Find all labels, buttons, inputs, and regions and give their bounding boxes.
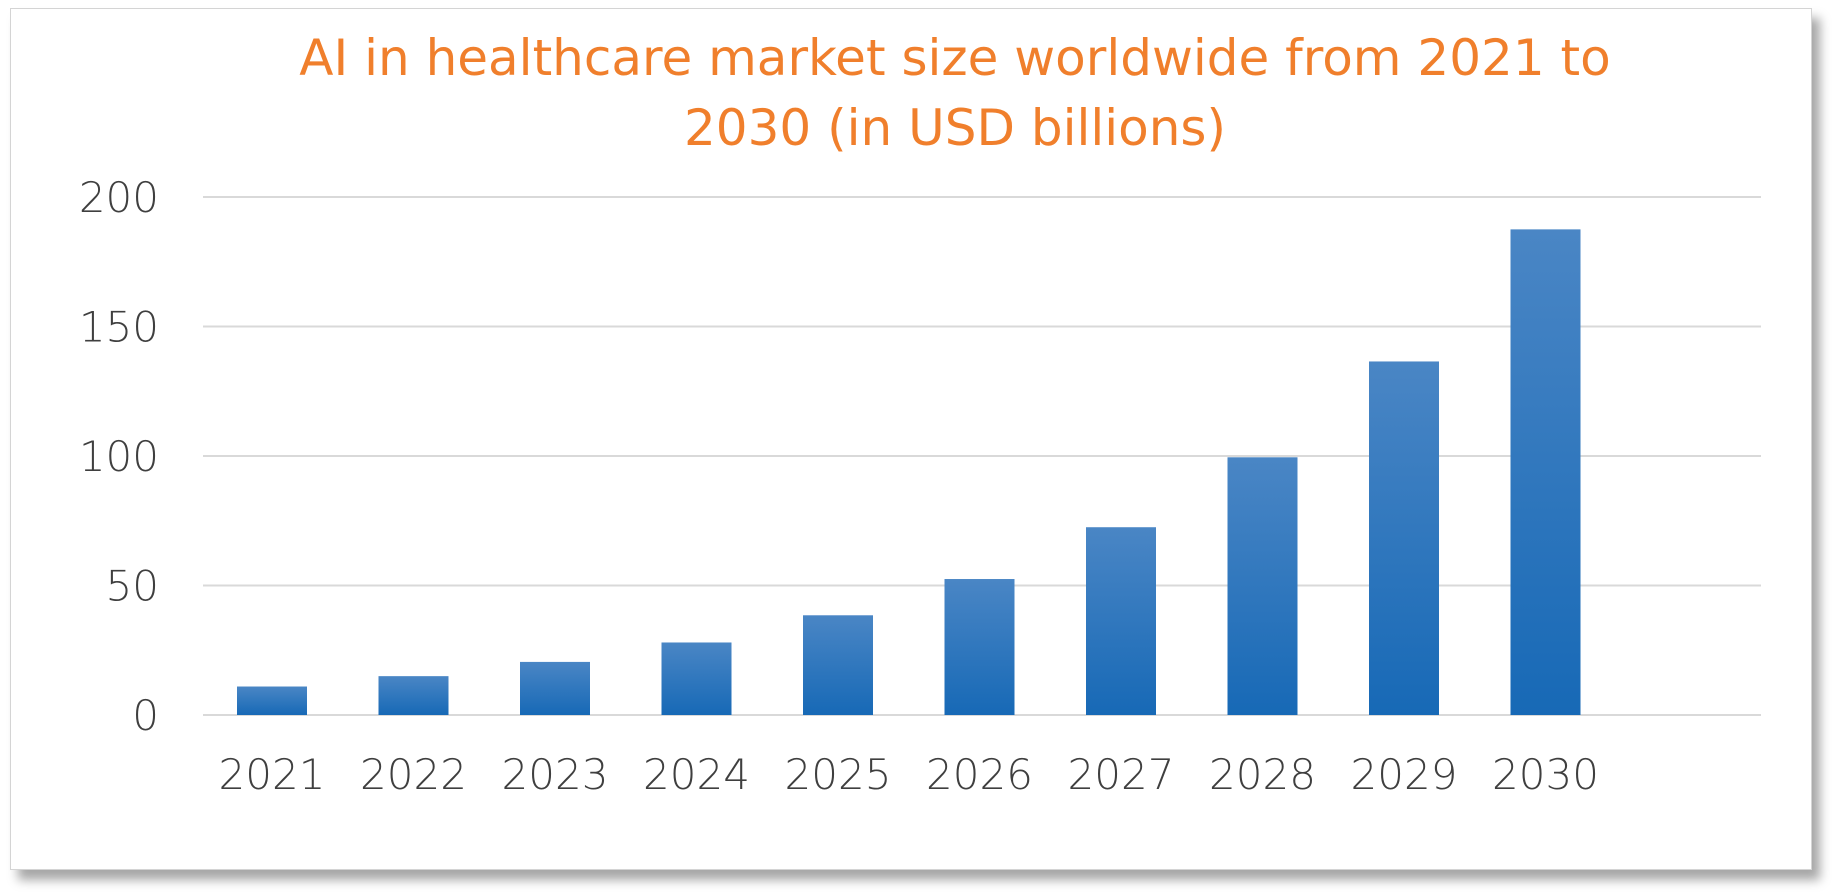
x-axis-ticks: 2021 2022 2023 2024 2025 2026 2027 2028 2029 2030 [219, 750, 1599, 799]
y-tick-label: 150 [79, 303, 159, 352]
x-tick-label: 2030 [1492, 750, 1599, 799]
bars [237, 229, 1581, 715]
chart-title-line-1: AI in healthcare market size worldwide f… [299, 29, 1610, 87]
bar-2030 [1510, 229, 1581, 715]
y-tick-label: 50 [106, 562, 159, 611]
x-tick-label: 2028 [1209, 750, 1316, 799]
x-tick-label: 2024 [643, 750, 750, 799]
bar-2027 [1086, 527, 1156, 715]
chart-card: AI in healthcare market size worldwide f… [10, 8, 1812, 870]
chart-title: AI in healthcare market size worldwide f… [299, 29, 1610, 157]
x-tick-label: 2023 [502, 750, 609, 799]
bar-2025 [803, 615, 873, 715]
x-tick-label: 2027 [1068, 750, 1175, 799]
bar-2023 [520, 661, 590, 715]
y-tick-label: 200 [79, 173, 159, 222]
bar-2024 [661, 642, 732, 715]
x-tick-label: 2021 [219, 750, 326, 799]
y-tick-label: 100 [79, 432, 159, 481]
bar-2028 [1227, 457, 1298, 715]
gridlines [203, 196, 1761, 716]
bar-chart: AI in healthcare market size worldwide f… [79, 29, 1761, 799]
bar-2022 [378, 676, 449, 715]
bar-2029 [1369, 361, 1439, 715]
x-tick-label: 2026 [926, 750, 1033, 799]
x-tick-label: 2022 [360, 750, 467, 799]
x-tick-label: 2025 [785, 750, 892, 799]
y-axis-ticks: 0 50 100 150 200 [79, 173, 159, 740]
y-tick-label: 0 [132, 691, 159, 740]
chart-title-line-2: 2030 (in USD billions) [684, 99, 1226, 157]
bar-2021 [237, 686, 307, 715]
x-tick-label: 2029 [1351, 750, 1458, 799]
bar-2026 [944, 579, 1015, 715]
